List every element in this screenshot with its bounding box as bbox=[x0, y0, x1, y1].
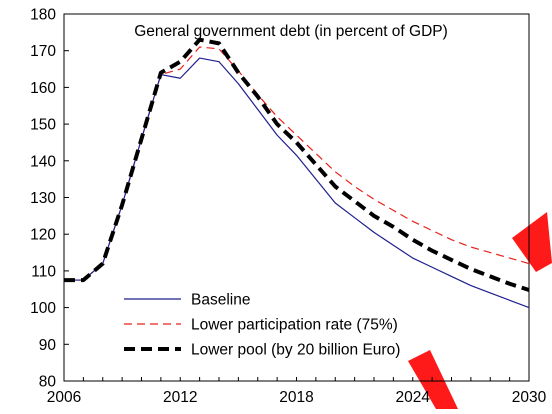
x-axis: 2006 2012 2018 2024 2030 bbox=[47, 377, 547, 406]
y-tick-label-120: 120 bbox=[30, 227, 56, 244]
y-tick-label-100: 100 bbox=[30, 300, 56, 317]
legend: Baseline Lower participation rate (75%) Lo… bbox=[124, 292, 400, 359]
y-tick-label-110: 110 bbox=[31, 263, 56, 280]
y-tick-label-170: 170 bbox=[30, 43, 56, 60]
legend-label-1: Lower participation rate (75%) bbox=[191, 317, 398, 334]
series-line-0 bbox=[64, 57, 530, 309]
x-tick-label-2018: 2018 bbox=[279, 389, 313, 406]
decor-stroke-lower bbox=[408, 350, 458, 409]
y-tick-label-160: 160 bbox=[30, 80, 56, 97]
x-tick-label-2006: 2006 bbox=[47, 389, 81, 406]
y-tick-label-130: 130 bbox=[30, 190, 56, 207]
decor-layer bbox=[408, 212, 552, 409]
legend-label-2: Lower pool (by 20 billion Euro) bbox=[191, 342, 400, 359]
series-layer bbox=[64, 37, 530, 309]
y-tick-label-80: 80 bbox=[39, 374, 57, 391]
series-line-2 bbox=[64, 37, 530, 292]
x-tick-label-2012: 2012 bbox=[163, 389, 197, 406]
y-tick-label-180: 180 bbox=[30, 7, 56, 24]
chart-title: General government debt (in percent of G… bbox=[134, 23, 448, 40]
y-tick-label-140: 140 bbox=[30, 153, 56, 170]
x-tick-label-2024: 2024 bbox=[396, 389, 431, 406]
y-axis: 80 90 100 110 120 130 140 150 160 170 180 bbox=[30, 7, 69, 391]
legend-label-0: Baseline bbox=[191, 292, 250, 309]
y-tick-label-90: 90 bbox=[39, 337, 57, 354]
x-tick-label-2030: 2030 bbox=[512, 389, 547, 406]
decor-stroke-upper bbox=[512, 212, 552, 272]
y-tick-label-150: 150 bbox=[30, 117, 56, 134]
